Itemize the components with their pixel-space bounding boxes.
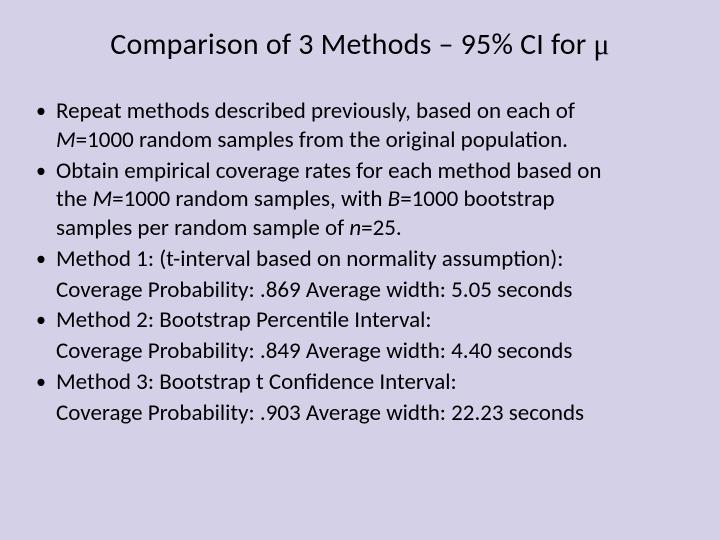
text-italic: n	[349, 214, 361, 242]
bullet-3-sub: Coverage Probability: .869 Average width…	[30, 276, 692, 305]
bullet-marker: •	[30, 245, 56, 274]
bullet-4: • Method 2: Bootstrap Percentile Interva…	[30, 306, 692, 335]
text-span: Method 2: Bootstrap Percentile Interval:	[56, 306, 432, 334]
bullet-marker: •	[30, 97, 56, 155]
text-italic: M	[56, 126, 76, 154]
bullet-text: Obtain empirical coverage rates for each…	[56, 157, 692, 243]
bullet-5: • Method 3: Bootstrap t Confidence Inter…	[30, 368, 692, 397]
slide-title: Comparison of 3 Methods – 95% CI for μ	[28, 26, 692, 63]
bullet-marker: •	[30, 368, 56, 397]
text-span: =25.	[361, 214, 402, 242]
bullet-2: • Obtain empirical coverage rates for ea…	[30, 157, 692, 243]
text-span: samples per random sample of	[56, 214, 349, 242]
title-mu: μ	[593, 28, 609, 61]
bullet-4-sub: Coverage Probability: .849 Average width…	[30, 337, 692, 366]
text-span: Method 3: Bootstrap t Confidence Interva…	[56, 368, 457, 396]
bullet-marker: •	[30, 157, 56, 243]
text-italic: M	[92, 185, 112, 213]
bullet-text: Method 1: (t-interval based on normality…	[56, 245, 692, 274]
bullet-text: Method 2: Bootstrap Percentile Interval:	[56, 306, 692, 335]
bullet-3: • Method 1: (t-interval based on normali…	[30, 245, 692, 274]
text-span: Repeat methods described previously, bas…	[56, 97, 575, 125]
text-span: Method 1: (t-interval based on normality…	[56, 245, 563, 273]
bullet-1: • Repeat methods described previously, b…	[30, 97, 692, 155]
text-span: =1000 random samples from the original p…	[76, 126, 568, 154]
title-text: Comparison of 3 Methods – 95% CI for	[110, 26, 593, 63]
text-span: Obtain empirical coverage rates for each…	[56, 157, 601, 185]
bullet-text: Method 3: Bootstrap t Confidence Interva…	[56, 368, 692, 397]
text-span: the	[56, 185, 92, 213]
text-span: =1000 random samples, with	[112, 185, 388, 213]
bullet-marker: •	[30, 306, 56, 335]
bullet-5-sub: Coverage Probability: .903 Average width…	[30, 399, 692, 428]
text-italic: B	[388, 185, 401, 213]
slide-content: • Repeat methods described previously, b…	[28, 97, 692, 427]
text-span: =1000 bootstrap	[400, 185, 554, 213]
bullet-text: Repeat methods described previously, bas…	[56, 97, 692, 155]
